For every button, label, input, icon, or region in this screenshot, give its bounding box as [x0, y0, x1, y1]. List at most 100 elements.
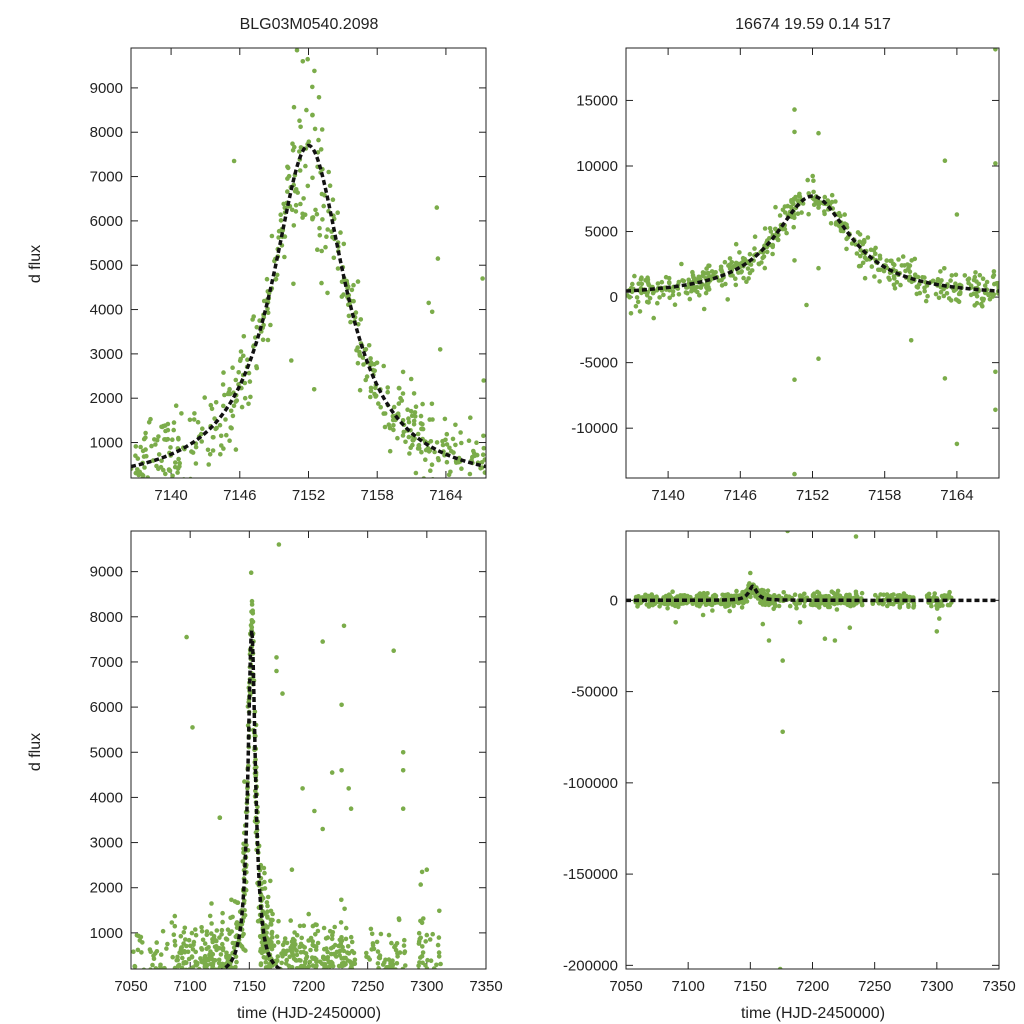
data-point [395, 435, 400, 441]
data-point [633, 304, 639, 309]
data-point [898, 282, 903, 288]
data-point [933, 291, 939, 297]
data-point [269, 233, 275, 239]
data-point [367, 957, 373, 962]
data-point [160, 928, 166, 934]
data-point [416, 967, 421, 969]
data-point [466, 438, 472, 444]
data-point [308, 935, 314, 941]
data-point [426, 446, 431, 452]
data-point [263, 960, 269, 965]
data-point [423, 939, 429, 944]
data-point [178, 971, 183, 976]
y-tick-label: 4000 [90, 789, 123, 806]
data-point [284, 973, 289, 978]
data-point [670, 289, 676, 294]
data-point [773, 226, 778, 232]
data-point [888, 258, 893, 264]
data-point [406, 416, 411, 421]
data-point [771, 606, 776, 612]
data-point [133, 490, 138, 495]
data-point [792, 377, 797, 383]
data-point [394, 961, 400, 966]
data-point [706, 270, 711, 276]
data-point [231, 970, 236, 975]
data-point [651, 289, 656, 295]
data-point [450, 436, 456, 442]
data-point [434, 440, 440, 445]
data-points [626, 48, 999, 477]
data-point [979, 301, 984, 307]
data-point [762, 226, 768, 231]
data-point [275, 970, 280, 975]
y-tick-label: 5000 [585, 224, 618, 241]
data-point [315, 928, 321, 934]
data-point [375, 949, 381, 954]
data-point [186, 956, 192, 962]
data-point [254, 324, 260, 330]
data-point [668, 594, 673, 600]
data-point [381, 363, 387, 369]
data-point [849, 241, 855, 246]
y-tick-label: 2000 [90, 880, 123, 897]
data-point [368, 926, 374, 932]
data-point [248, 394, 253, 400]
data-point [938, 289, 944, 295]
data-point [442, 416, 448, 422]
data-point [217, 935, 222, 940]
data-point [260, 895, 266, 901]
data-point [391, 404, 397, 410]
data-point [710, 608, 715, 613]
data-point [375, 961, 381, 966]
data-point [225, 927, 231, 932]
data-point [368, 385, 374, 391]
data-point [785, 203, 790, 209]
data-point [160, 970, 165, 975]
data-point [141, 494, 146, 499]
data-point [338, 943, 344, 948]
data-point [799, 210, 804, 215]
data-point [389, 964, 394, 969]
data-point [175, 470, 180, 475]
data-point [453, 442, 458, 448]
data-point [349, 939, 355, 945]
data-point [982, 283, 988, 288]
data-point [277, 971, 282, 976]
data-point [718, 264, 724, 270]
x-tick-label: 7146 [223, 487, 256, 504]
data-point [884, 258, 889, 263]
panel-top-right: 7140 7146 7152 7158 7164 -10000 -5000 0 5000 1000… [571, 47, 1000, 504]
data-point [429, 309, 435, 315]
data-point [773, 204, 778, 210]
data-point [310, 175, 315, 181]
data-point [411, 418, 417, 424]
data-point [351, 298, 356, 304]
data-point [192, 411, 197, 416]
data-point [635, 299, 641, 305]
data-point [293, 209, 299, 214]
data-point [476, 508, 481, 513]
data-point [459, 466, 464, 472]
data-point [340, 973, 345, 978]
data-point [270, 917, 275, 923]
data-point [411, 438, 416, 443]
data-point [289, 949, 295, 955]
data-point [372, 362, 377, 367]
data-point [877, 267, 883, 273]
x-tick-label: 7158 [868, 487, 901, 504]
x-tick-label: 7050 [114, 978, 147, 995]
data-point [157, 480, 162, 485]
data-point [275, 940, 281, 945]
data-point [144, 453, 149, 459]
data-point [402, 975, 407, 980]
data-point [396, 917, 402, 923]
data-point [273, 277, 278, 282]
x-tick-label: 7152 [796, 487, 829, 504]
data-point [862, 275, 868, 281]
data-point [722, 259, 728, 265]
x-tick-label: 7100 [671, 978, 704, 995]
data-point [316, 95, 322, 100]
data-point [158, 952, 164, 957]
data-point [290, 936, 296, 942]
data-point [312, 969, 317, 974]
